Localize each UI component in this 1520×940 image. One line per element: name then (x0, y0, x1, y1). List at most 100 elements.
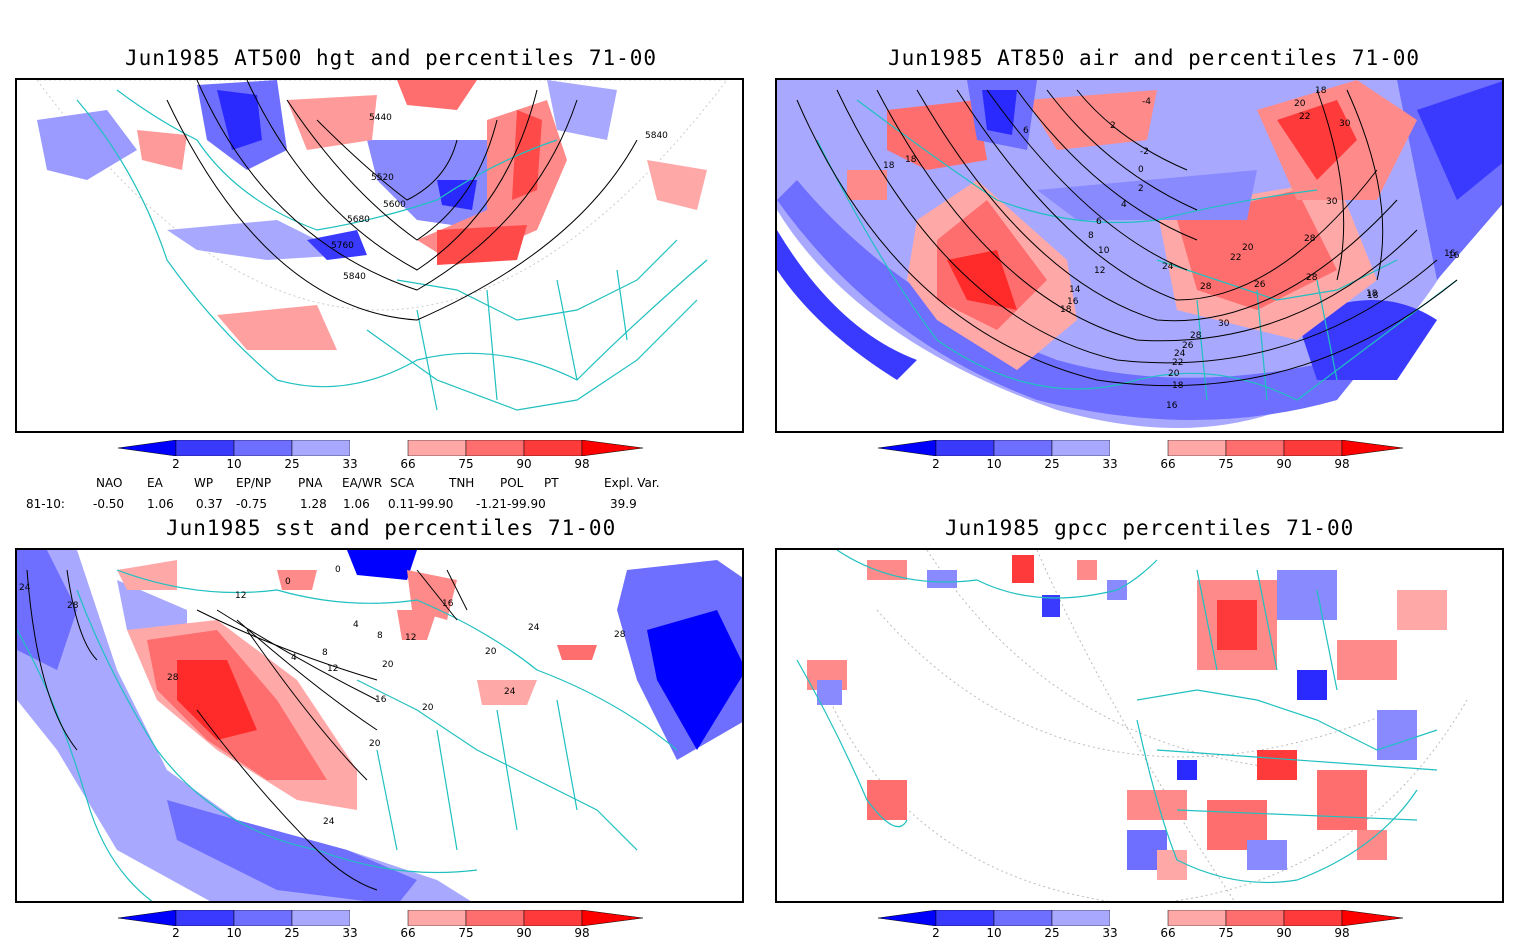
contour-label: 24 (1162, 262, 1174, 272)
index-value: 1.06 (147, 497, 174, 511)
contour-label: 10 (1098, 246, 1110, 256)
temperature-contours (796, 89, 1458, 387)
index-value: -0.50 (93, 497, 125, 511)
contour-label: 22 (1230, 253, 1241, 263)
colorbar-tick-label: 90 (516, 926, 532, 940)
contour-label: 30 (1218, 319, 1230, 329)
contour-label: 0 (285, 577, 291, 587)
contour-label: 28 (67, 601, 79, 611)
contour-label: 18 (1367, 291, 1379, 301)
contour-label: 20 (422, 703, 434, 713)
contour-label: 2 (1110, 121, 1116, 131)
contour-label: 18 (883, 161, 895, 171)
contour-label: 24 (504, 687, 516, 697)
contour-label: 14 (1069, 285, 1081, 295)
colorbar-tick-label: 90 (1276, 926, 1292, 940)
colorbar-tick-label: 10 (226, 926, 242, 940)
contour-labels: -4 2 -2 0 2 4 6 6 8 10 12 14 16 18 18 18… (883, 86, 1460, 411)
contour-label: 5840 (343, 272, 366, 282)
colorbar-tick-label: 33 (1102, 457, 1118, 471)
contour-label: 20 (1242, 243, 1254, 253)
precip-speckles (807, 555, 1447, 880)
index-header: WP (194, 476, 214, 490)
map-gpcc (775, 548, 1504, 903)
index-header: TNH (449, 476, 475, 490)
colorbar-tick-label: 66 (1160, 926, 1176, 940)
height-contours (166, 80, 638, 321)
colorbar-tick-label: 33 (342, 457, 358, 471)
index-header: PT (544, 476, 559, 490)
index-header: PNA (298, 476, 323, 490)
colorbar-bar (117, 439, 644, 457)
colorbar-tick-label: 75 (458, 926, 474, 940)
contour-label: 28 (614, 630, 626, 640)
colorbar-tick-label: 25 (284, 457, 300, 471)
contour-label: 18 (1315, 86, 1327, 96)
contour-label: 4 (291, 653, 297, 663)
colorbar-tick-label: 75 (1218, 457, 1234, 471)
index-value: 1.28 (300, 497, 327, 511)
contour-label: 16 (375, 695, 387, 705)
colorbar-tick-label: 25 (1044, 926, 1060, 940)
contour-label: 5520 (371, 173, 394, 183)
colorbar-bar (117, 909, 644, 927)
contour-label: 5680 (347, 215, 370, 225)
contour-label: 8 (322, 648, 328, 658)
contour-label: 5440 (369, 113, 392, 123)
coastlines (796, 550, 1438, 884)
colorbar-tick-label: 2 (172, 926, 180, 940)
colorbar-tick-label: 98 (574, 926, 590, 940)
colorbar-tick-label: 98 (1334, 457, 1350, 471)
contour-label: 12 (235, 591, 246, 601)
contour-label: -4 (1142, 97, 1151, 107)
contour-label: 20 (382, 660, 394, 670)
colorbar-bar (877, 909, 1404, 927)
index-header: SCA (390, 476, 415, 490)
contour-label: 18 (1172, 381, 1184, 391)
contour-label: 30 (1326, 197, 1338, 207)
colorbar-tick-label: 33 (1102, 926, 1118, 940)
colorbar-tick-label: 66 (1160, 457, 1176, 471)
contour-label: 12 (405, 633, 416, 643)
contour-label: 20 (1294, 99, 1306, 109)
index-header: EA (147, 476, 163, 490)
map-sst: 24 28 28 12 0 4 8 12 16 20 24 20 20 24 2… (15, 548, 744, 903)
contour-labels: 5440 5520 5600 5680 5760 5840 5840 (331, 113, 668, 282)
contour-label: 6 (1023, 126, 1029, 136)
contour-label: 8 (377, 631, 383, 641)
colorbar-tick-label: 98 (1334, 926, 1350, 940)
index-value: 1.06 (343, 497, 370, 511)
contour-label: 4 (1121, 200, 1127, 210)
colorbar-tick-label: 98 (574, 457, 590, 471)
colorbar-tick-label: 2 (932, 457, 940, 471)
contour-label: 20 (485, 647, 497, 657)
colorbar-gpcc: 2 10 25 33 66 75 90 98 (877, 909, 1404, 940)
contour-label: 0 (335, 565, 341, 575)
contour-label: 5600 (383, 200, 406, 210)
contour-label: 12 (327, 664, 338, 674)
map-sst-graphic: 24 28 28 12 0 4 8 12 16 20 24 20 20 24 2… (17, 550, 742, 901)
contour-label: 26 (1254, 280, 1266, 290)
contour-label: 8 (1088, 231, 1094, 241)
contour-label: 18 (1060, 305, 1072, 315)
colorbar-air850: 2 10 25 33 66 75 90 98 (877, 439, 1404, 476)
colorbar-tick-label: 90 (1276, 457, 1292, 471)
contour-label: 16 (1448, 251, 1460, 261)
panel-title-air850: Jun1985 AT850 air and percentiles 71-00 (888, 46, 1421, 70)
contour-label: 24 (1174, 349, 1186, 359)
contour-label: 16 (1444, 249, 1456, 259)
contour-label: 24 (528, 623, 540, 633)
colorbar-tick-label: 10 (986, 457, 1002, 471)
contour-label: -2 (1140, 147, 1149, 157)
colorbar-hgt: 2 10 25 33 66 75 90 98 (117, 439, 644, 476)
contour-label: 22 (1299, 112, 1310, 122)
panel-title-sst: Jun1985 sst and percentiles 71-00 (166, 516, 617, 540)
contour-label: 30 (1339, 119, 1351, 129)
contour-label: 18 (1366, 289, 1378, 299)
contour-label: 24 (323, 817, 335, 827)
colorbar-tick-label: 2 (932, 926, 940, 940)
colorbar-tick-label: 10 (226, 457, 242, 471)
map-air850-graphic: -4 2 -2 0 2 4 6 6 8 10 12 14 16 18 18 18… (777, 80, 1502, 428)
colorbar-tick-label: 25 (284, 926, 300, 940)
colorbar-tick-label: 75 (1218, 926, 1234, 940)
